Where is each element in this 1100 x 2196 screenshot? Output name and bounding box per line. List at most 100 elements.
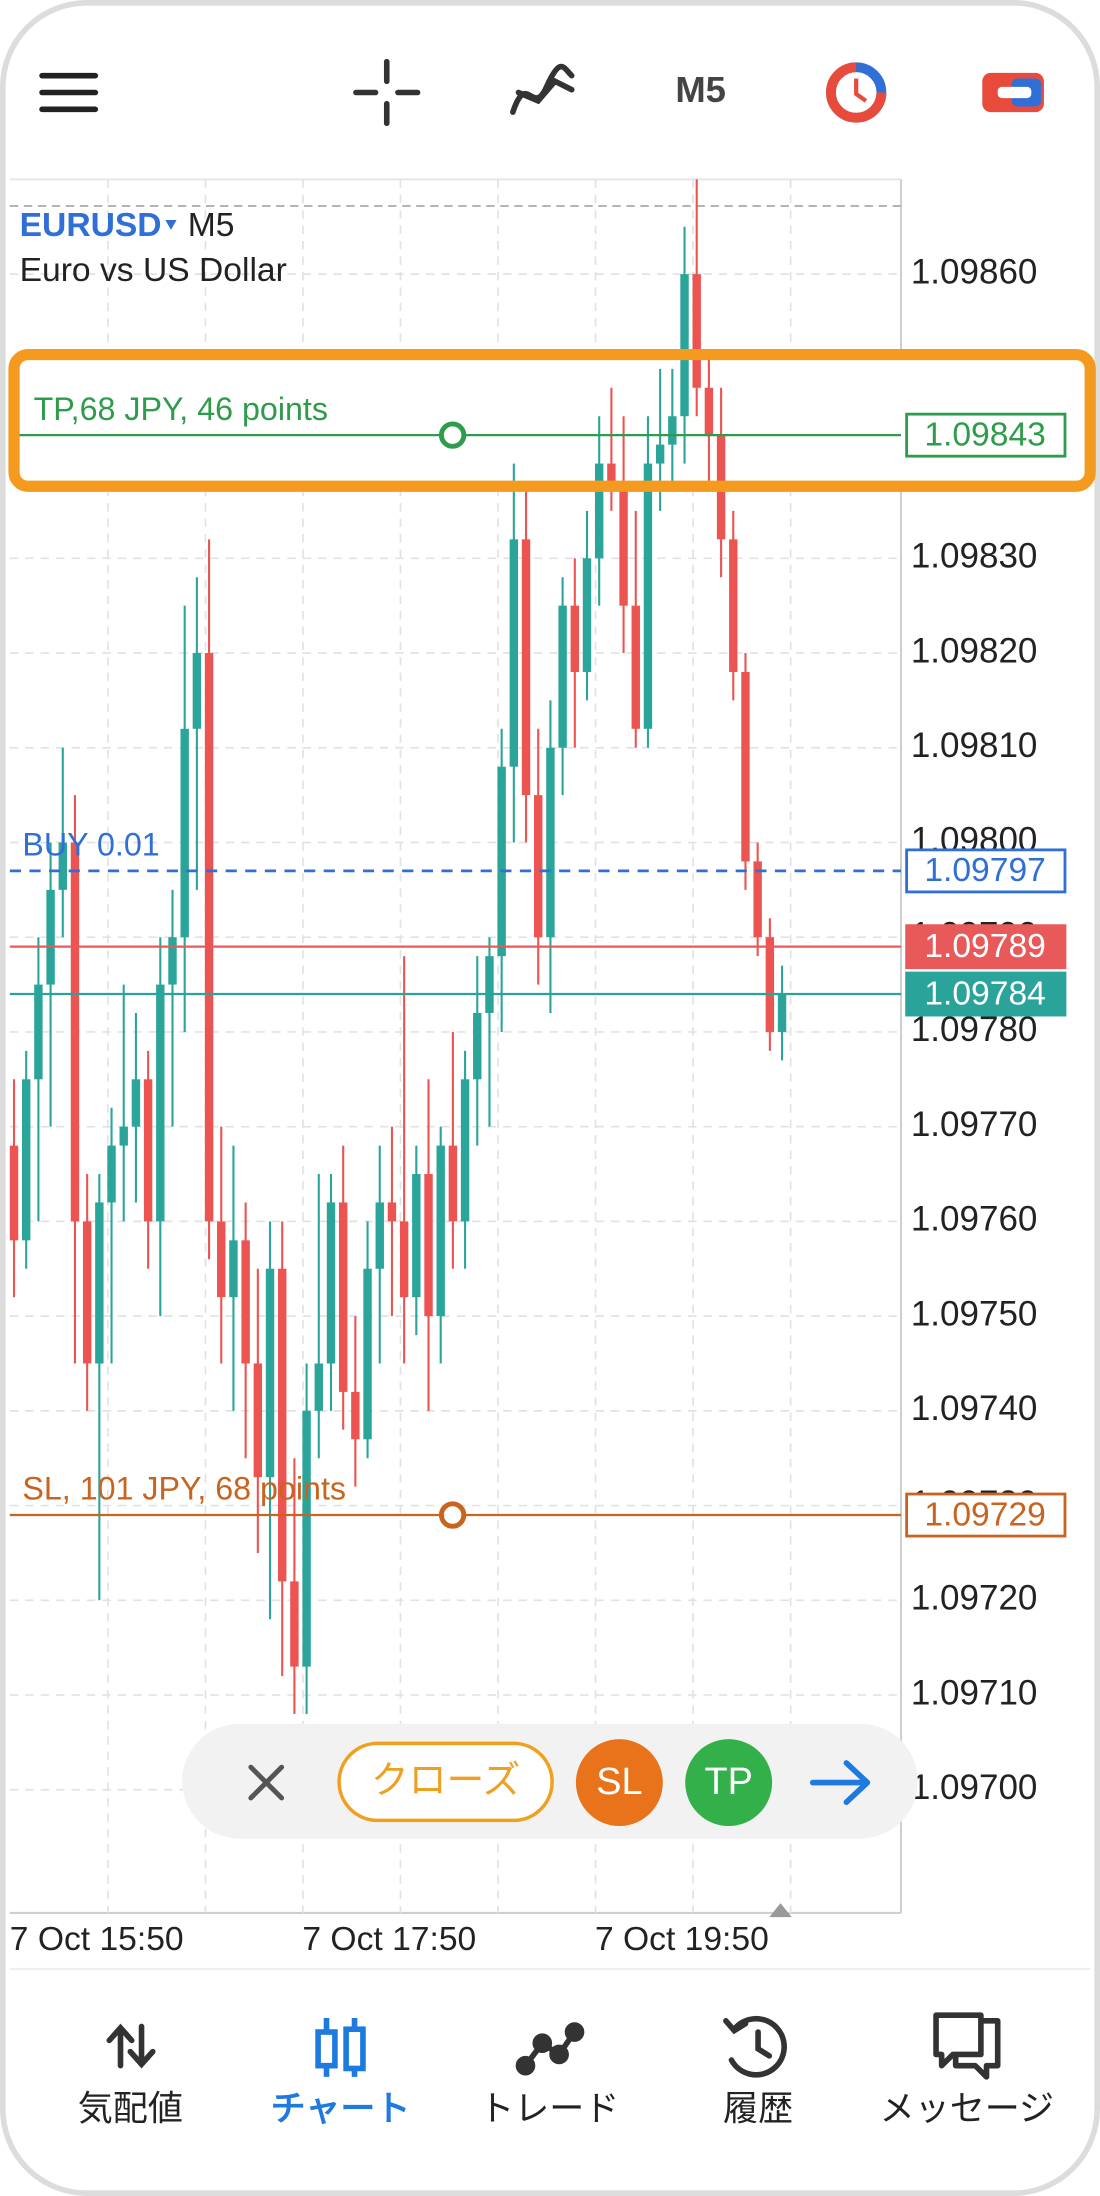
nav-messages-icon[interactable] [933, 2012, 1001, 2080]
candle-body [70, 842, 80, 1222]
tp-button[interactable] [685, 1739, 773, 1827]
candle-body [777, 994, 787, 1032]
nav-trade-icon[interactable] [515, 2022, 585, 2076]
symbol[interactable]: EURUSD [20, 207, 162, 244]
candle-body [582, 558, 592, 672]
highlight-box [8, 348, 1096, 492]
nav-quotes-icon[interactable] [106, 2023, 156, 2069]
nav-history-icon[interactable] [723, 2015, 787, 2078]
level-handle[interactable] [438, 1501, 467, 1529]
levels: TP,68 JPY, 46 points 1.09843 BUY 0.01 1.097… [9, 391, 1067, 1538]
candle-body [680, 274, 689, 417]
close-button-label[interactable]: クローズ [371, 1758, 520, 1802]
candle-body [753, 861, 762, 938]
candle-body [302, 1410, 311, 1667]
candle-body [534, 795, 543, 938]
candle-body [326, 1202, 336, 1364]
dismiss-button[interactable] [248, 1764, 285, 1801]
candle-body [485, 956, 494, 1013]
price-tag-label: 1.09789 [924, 928, 1046, 965]
candle-body [741, 671, 750, 862]
candle-body [570, 605, 580, 672]
nav-label[interactable]: 履歴 [723, 2089, 793, 2130]
candle-body [546, 747, 555, 938]
candle-body [9, 1145, 19, 1241]
chart[interactable]: 1.097001.097101.097201.097301.097401.097… [8, 178, 1096, 1958]
level-text: BUY 0.01 [22, 827, 159, 863]
candle-body [607, 463, 616, 483]
candle-body [241, 1240, 250, 1364]
candle-body [473, 1012, 482, 1080]
y-tick-label: 1.09740 [911, 1389, 1038, 1428]
nav-chart-icon[interactable] [315, 2018, 366, 2077]
candle-body [34, 984, 43, 1080]
candle-body [509, 539, 519, 767]
clock-button[interactable] [826, 62, 887, 123]
next-button[interactable] [809, 1760, 871, 1806]
candle-body [399, 1221, 409, 1298]
nav-label[interactable]: メッセージ [880, 2089, 1054, 2130]
sl-button-label[interactable]: SL [596, 1761, 642, 1803]
level-text: TP,68 JPY, 46 points [34, 391, 328, 427]
nav-label[interactable]: トレード [479, 2089, 619, 2130]
candle-body [180, 728, 189, 938]
level-handle[interactable] [438, 421, 467, 449]
candle-body [619, 482, 628, 606]
y-tick-label: 1.09760 [911, 1200, 1038, 1239]
candle-body [363, 1268, 372, 1440]
y-tick-label: 1.09830 [911, 537, 1038, 576]
x-tick-label: 7 Oct 17:50 [302, 1921, 476, 1958]
symbol-dropdown[interactable] [165, 220, 177, 230]
menu-button[interactable] [39, 72, 99, 113]
candle-body [643, 463, 653, 729]
candle-body [424, 1174, 433, 1317]
indicators-button[interactable] [510, 63, 575, 115]
y-tick-label: 1.09710 [911, 1673, 1038, 1712]
candle-body [558, 605, 567, 748]
trade-panel: クローズ SL TP [182, 1723, 918, 1839]
nav-label[interactable]: 気配値 [78, 2089, 183, 2130]
candle-body [156, 984, 165, 1222]
y-tick-label: 1.09810 [911, 726, 1038, 765]
candle-body [338, 1202, 348, 1392]
trade-button[interactable] [982, 72, 1044, 113]
nav-label-active[interactable]: チャート [271, 2089, 411, 2130]
candle-body [631, 605, 640, 729]
y-tick-label: 1.09750 [911, 1294, 1038, 1333]
candle-body [460, 1079, 470, 1222]
candle-body [82, 1221, 92, 1364]
candle-body [119, 1126, 128, 1146]
candle-body [229, 1240, 238, 1298]
x-tick-label: 7 Oct 19:50 [595, 1921, 769, 1958]
scroll-marker [769, 1903, 792, 1918]
y-tick-label: 1.09720 [911, 1579, 1038, 1618]
candle-body [668, 416, 677, 445]
sl-button[interactable] [575, 1739, 663, 1827]
y-tick-label: 1.09820 [911, 631, 1038, 670]
close-button[interactable] [337, 1741, 554, 1823]
candle-body [765, 937, 775, 1032]
y-tick-label: 1.09860 [911, 252, 1038, 291]
candle-body [168, 937, 177, 985]
level-text: SL, 101 JPY, 68 points [22, 1471, 346, 1507]
candle-body [95, 1202, 104, 1364]
candle-body [594, 463, 604, 559]
price-tag-label: 1.09797 [924, 852, 1046, 889]
candle-body [436, 1145, 445, 1317]
y-tick-label: 1.09780 [911, 1010, 1038, 1049]
chart-header: EURUSD M5 Euro vs US Dollar [20, 207, 287, 289]
tp-button-label[interactable]: TP [704, 1761, 752, 1803]
candle-body [131, 1079, 141, 1127]
candle-body [46, 889, 55, 985]
x-tick-label: 7 Oct 15:50 [10, 1921, 184, 1958]
timeframe-button[interactable]: M5 [675, 69, 726, 110]
y-tick-label: 1.09700 [911, 1768, 1038, 1807]
candle-body [143, 1079, 153, 1222]
highlight-background [14, 354, 1091, 487]
candle-body [253, 1363, 263, 1478]
candle-body [22, 1079, 31, 1241]
crosshair-button[interactable] [353, 58, 421, 127]
toolbar: M5 [39, 58, 1044, 127]
